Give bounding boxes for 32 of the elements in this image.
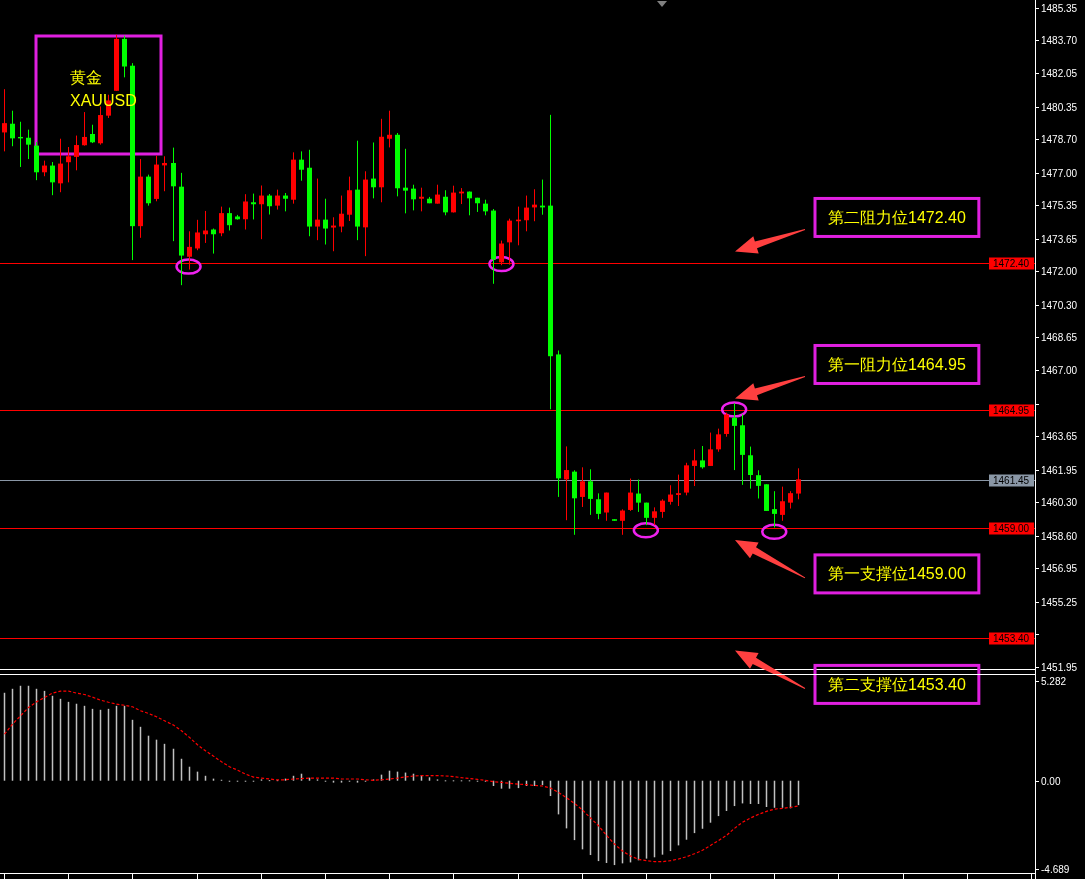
y-tick-label: 1463.65 (1041, 431, 1078, 442)
y-tick-label: 0.00 (1041, 776, 1061, 787)
y-tick-label: -4.689 (1041, 864, 1070, 875)
y-tick-label: 5.282 (1041, 676, 1067, 687)
ref-line-label: 1461.45 (993, 475, 1030, 486)
ref-line-label: 1453.40 (993, 633, 1030, 644)
ref-line-label: 1459.00 (993, 523, 1030, 534)
y-tick-label: 1458.60 (1041, 531, 1078, 542)
annotation: 第一阻力位1464.95 (828, 355, 966, 373)
y-tick-label: 1456.95 (1041, 563, 1078, 574)
y-tick-label: 1470.30 (1041, 300, 1078, 311)
y-tick-label: 1451.95 (1041, 662, 1078, 673)
y-tick-label: 1480.35 (1041, 102, 1078, 113)
ref-line-label: 1464.95 (993, 405, 1030, 416)
y-tick-label: 1472.00 (1041, 266, 1078, 277)
y-tick-label: 1483.70 (1041, 35, 1078, 46)
annotation: 第一支撑位1459.00 (828, 565, 966, 583)
y-tick-label: 1478.70 (1041, 134, 1078, 145)
y-tick-label: 1473.65 (1041, 234, 1078, 245)
ref-line-label: 1472.40 (993, 258, 1030, 269)
y-tick-label: 1461.95 (1041, 465, 1078, 476)
y-tick-label: 1477.00 (1041, 168, 1078, 179)
y-tick-label: 1460.30 (1041, 497, 1078, 508)
annotation: 第二阻力位1472.40 (828, 208, 966, 226)
y-tick-label: 1475.35 (1041, 200, 1078, 211)
annotation: 第二支撑位1453.40 (828, 675, 966, 693)
y-tick-label: 1455.25 (1041, 597, 1078, 608)
y-tick-label: 1468.65 (1041, 332, 1078, 343)
text: 黄金 (70, 68, 102, 86)
y-tick-label: 1467.00 (1041, 365, 1078, 376)
y-tick-label: 1485.35 (1041, 3, 1078, 14)
y-tick-label: 1482.05 (1041, 68, 1078, 79)
